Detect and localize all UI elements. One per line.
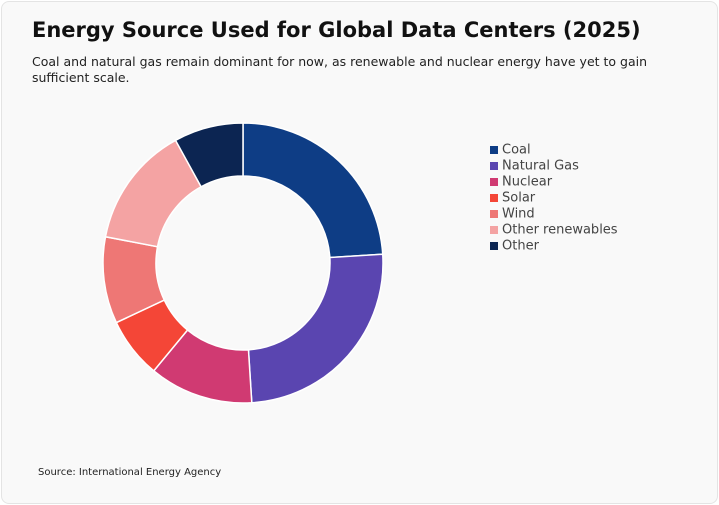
legend-label: Other [502,239,540,254]
donut-slice [247,253,384,404]
legend-label: Solar [502,191,536,206]
chart-title: Energy Source Used for Global Data Cente… [32,18,641,42]
legend-swatch [490,146,498,154]
legend-swatch [490,226,498,234]
legend-swatch [490,162,498,170]
legend-label: Wind [502,207,535,222]
legend-swatch [490,242,498,250]
legend-swatch [490,194,498,202]
legend-label: Other renewables [502,223,618,238]
donut-slice [174,122,244,188]
source-note: Source: International Energy Agency [38,467,222,478]
chart-subtitle: Coal and natural gas remain dominant for… [32,54,648,85]
donut-slice [242,122,384,259]
legend-label: Nuclear [502,175,553,190]
legend-swatch [490,210,498,218]
legend-label: Coal [502,143,531,158]
legend-label: Natural Gas [502,159,579,174]
legend-swatch [490,178,498,186]
